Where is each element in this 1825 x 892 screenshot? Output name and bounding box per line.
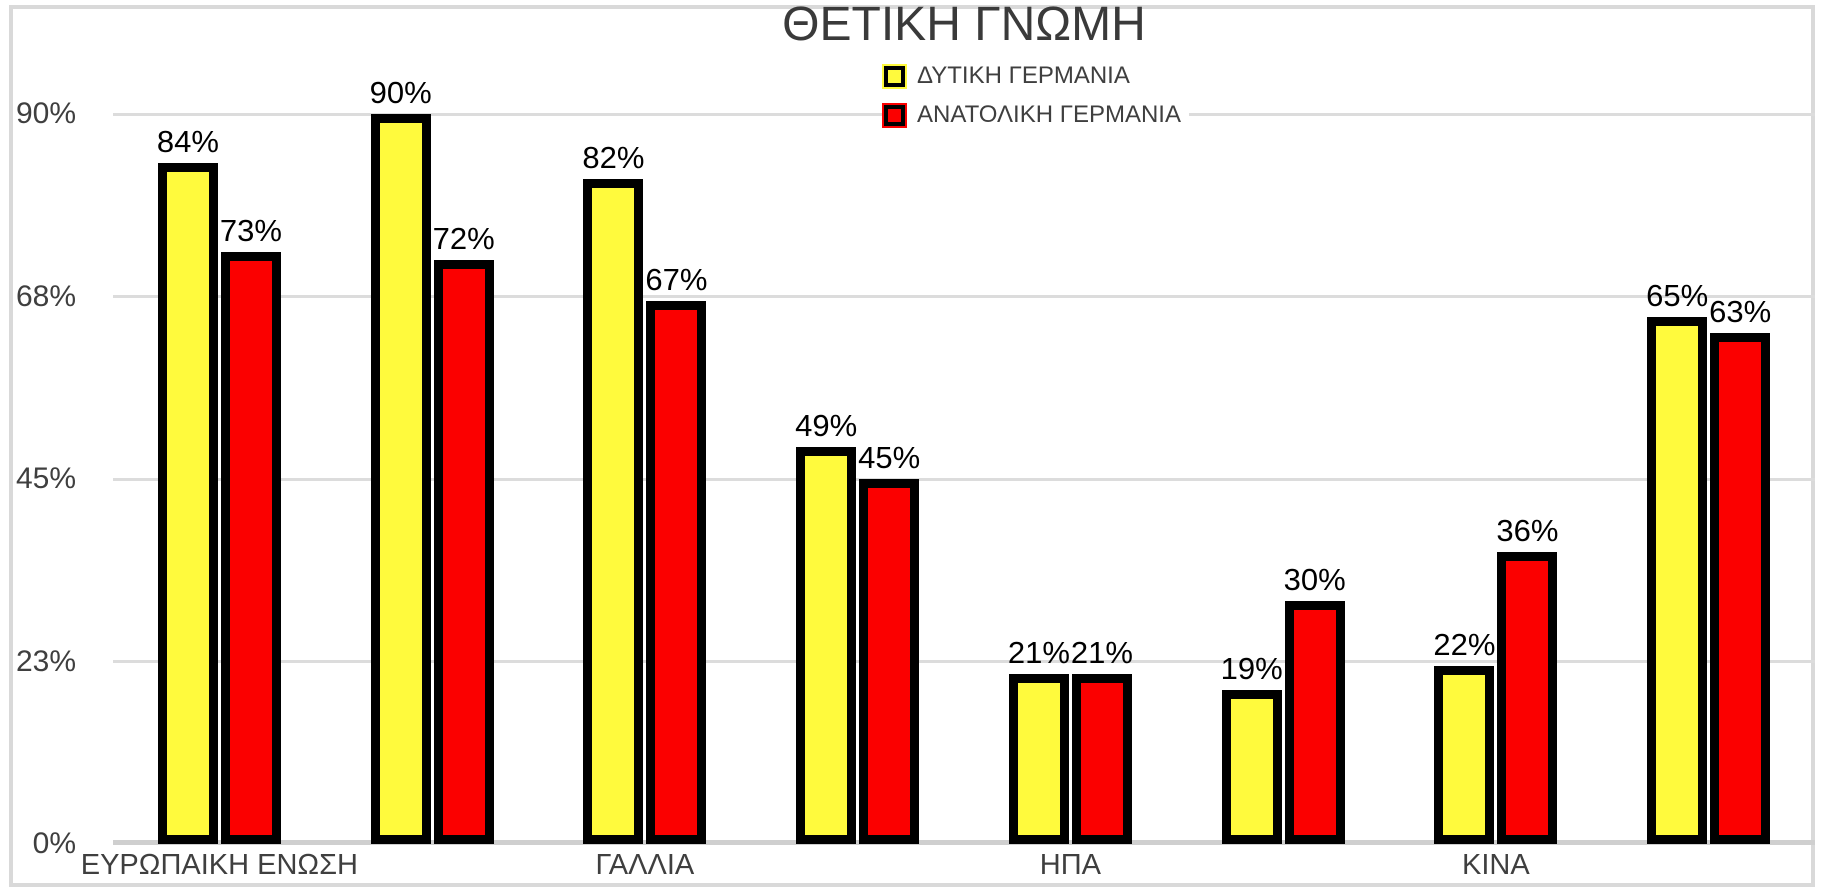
bar-value-label: 63% — [1709, 294, 1772, 329]
bar-value-label: 82% — [582, 140, 645, 175]
bar-value-label: 49% — [795, 408, 858, 443]
bar-value-label: 90% — [369, 75, 432, 110]
x-axis-line — [113, 840, 1815, 845]
chart-title: ΘΕΤΙΚΗ ΓΝΩΜΗ — [782, 0, 1146, 51]
bar-west-germany — [1434, 666, 1495, 844]
bar-value-label: 21% — [1007, 635, 1070, 670]
bar-west-germany — [796, 447, 857, 844]
bar-value-label: 84% — [156, 124, 219, 159]
bar-east-germany — [1497, 552, 1558, 844]
bar-east-germany — [1710, 333, 1771, 844]
gridline — [113, 477, 1815, 481]
bar-east-germany — [433, 260, 494, 844]
x-axis-category-label: ΗΠΑ — [1039, 849, 1101, 881]
bar-value-label: 21% — [1070, 635, 1133, 670]
bar-west-germany — [1008, 674, 1069, 844]
bar-west-germany — [370, 114, 431, 844]
bar-value-label: 19% — [1220, 651, 1283, 686]
legend-swatch-red — [884, 104, 905, 126]
y-axis-tick-label: 45% — [15, 462, 76, 495]
x-axis-category-label: ΕΥΡΩΠΑΙΚΗ ΕΝΩΣΗ — [80, 849, 358, 881]
bar-value-label: 30% — [1283, 562, 1346, 597]
y-axis-tick-label: 23% — [15, 644, 76, 678]
bar-value-label: 72% — [432, 221, 495, 256]
legend-swatch-yellow — [884, 65, 905, 87]
bar-value-label: 45% — [858, 440, 921, 475]
bar-value-label: 36% — [1496, 513, 1559, 548]
gridline — [113, 295, 1815, 298]
bar-west-germany — [1221, 690, 1282, 844]
bar-east-germany — [646, 301, 707, 844]
bar-value-label: 22% — [1433, 627, 1496, 662]
gridline — [113, 660, 1815, 663]
legend-item-west-germany: ΔΥΤΙΚΗ ΓΕΡΜΑΝΙΑ — [884, 64, 1189, 88]
bar-east-germany — [1071, 674, 1132, 844]
legend-label: ΔΥΤΙΚΗ ΓΕΡΜΑΝΙΑ — [917, 62, 1130, 89]
bar-west-germany — [583, 179, 644, 844]
y-axis-tick-label: 68% — [15, 279, 76, 313]
bar-west-germany — [157, 163, 218, 844]
bar-value-label: 67% — [645, 262, 708, 297]
bar-east-germany — [1284, 601, 1345, 844]
x-axis-category-label: ΚΙΝΑ — [1462, 849, 1530, 881]
legend-item-east-germany: ΑΝΑΤΟΛΙΚΗ ΓΕΡΜΑΝΙΑ — [884, 103, 1189, 127]
bar-east-germany — [859, 479, 920, 844]
bar-value-label: 65% — [1646, 278, 1709, 313]
bar-value-label: 73% — [219, 213, 282, 248]
bar-west-germany — [1647, 317, 1708, 844]
x-axis-category-label: ΓΑΛΛΙΑ — [595, 849, 695, 881]
bar-east-germany — [220, 252, 281, 844]
y-axis-tick-label: 0% — [32, 827, 76, 860]
legend-label: ΑΝΑΤΟΛΙΚΗ ΓΕΡΜΑΝΙΑ — [917, 101, 1181, 128]
y-axis-tick-label: 90% — [15, 97, 76, 130]
legend: ΔΥΤΙΚΗ ΓΕΡΜΑΝΙΑ ΑΝΑΤΟΛΙΚΗ ΓΕΡΜΑΝΙΑ — [884, 64, 1189, 127]
